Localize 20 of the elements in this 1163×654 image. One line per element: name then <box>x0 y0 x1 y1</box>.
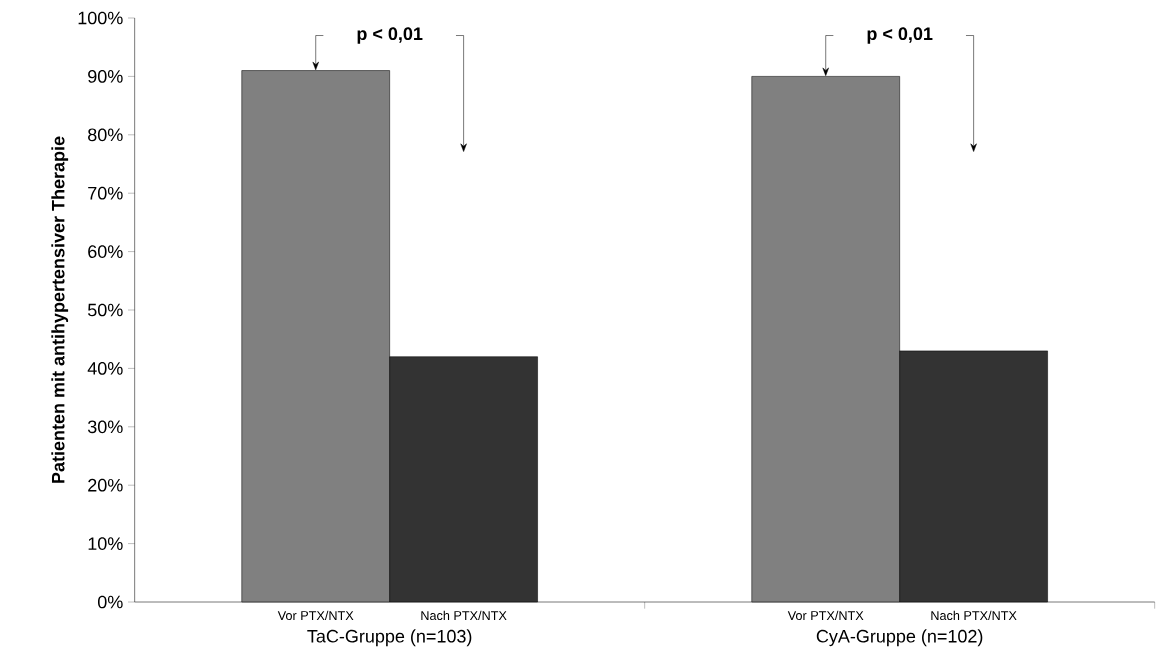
x-tick-label: TaC-Gruppe (n=103) <box>307 629 472 647</box>
y-tick-label: 90% <box>88 70 123 83</box>
y-tick-label: 50% <box>87 303 123 317</box>
y-tick-label: 40% <box>87 362 123 375</box>
series-label: Vor PTX/NTX <box>277 610 354 621</box>
y-tick-label: 70% <box>88 186 123 200</box>
text: Vor PTX/NTX <box>787 610 864 621</box>
y-tick-label: 20% <box>88 478 123 492</box>
y-tick-label: 0% <box>97 595 123 609</box>
text: Nach PTX/NTX <box>931 610 1017 621</box>
x-tick-label: CyA-Gruppe (n=102) <box>816 629 983 647</box>
y-tick-label: 100% <box>78 11 123 25</box>
annotation: p < 0,01 <box>867 27 933 44</box>
series-label: Nach PTX/NTX <box>421 610 507 621</box>
y-tick-label: 60% <box>88 245 123 258</box>
y-tick-label: 30% <box>87 420 123 434</box>
y-tick-label: 10% <box>88 537 123 550</box>
y-tick-label: 80% <box>88 128 123 142</box>
annotation: p < 0,01 <box>357 27 423 44</box>
y-axis-title: Patienten mit antihypertensiver Therapie <box>51 136 69 483</box>
